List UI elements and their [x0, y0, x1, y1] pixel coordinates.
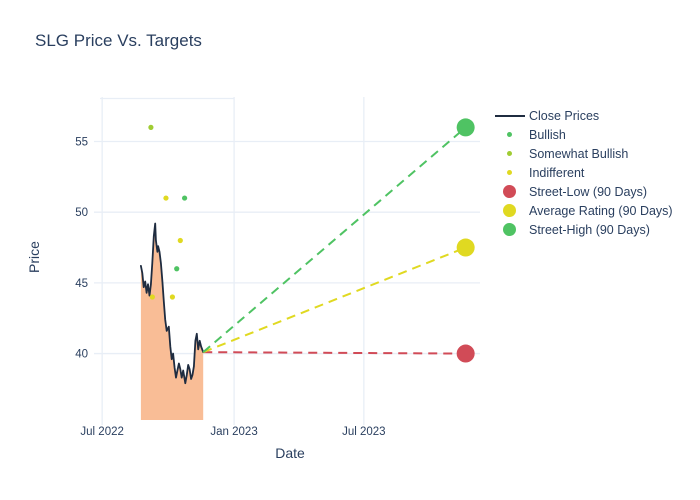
- y-tick-label: 40: [75, 349, 88, 361]
- legend-item-indifferent[interactable]: Indifferent: [493, 163, 673, 182]
- rating-dot-bullish[interactable]: [174, 266, 180, 272]
- close-price-fill: [140, 223, 204, 420]
- street-high-marker[interactable]: [456, 118, 475, 137]
- y-tick-label: 45: [75, 278, 88, 290]
- dot-swatch-icon: [493, 132, 526, 137]
- dot-swatch-icon: [493, 204, 526, 217]
- dot-swatch-icon: [493, 185, 526, 198]
- legend-label: Somewhat Bullish: [529, 146, 629, 161]
- dot-swatch-icon: [493, 151, 526, 156]
- x-tick-label: Jul 2022: [80, 426, 123, 438]
- y-tick-label: 55: [75, 137, 88, 149]
- street-low-marker[interactable]: [456, 344, 475, 363]
- y-axis-title: Price: [26, 241, 42, 273]
- close-price-line[interactable]: [139, 222, 205, 385]
- legend-item-close-prices[interactable]: Close Prices: [493, 106, 673, 125]
- rating-dot-indifferent[interactable]: [169, 294, 176, 300]
- legend-item-street-high-90-days[interactable]: Street-High (90 Days): [493, 220, 673, 239]
- legend-item-somewhat-bullish[interactable]: Somewhat Bullish: [493, 144, 673, 163]
- legend-item-street-low-90-days[interactable]: Street-Low (90 Days): [493, 182, 673, 201]
- x-tick-label: Jul 2023: [342, 426, 385, 438]
- dot-swatch-icon: [493, 223, 526, 236]
- street-high-projection-line[interactable]: [202, 126, 467, 353]
- rating-dot-indifferent[interactable]: [163, 195, 169, 201]
- dot-swatch-icon: [493, 170, 526, 175]
- average-rating-projection-line[interactable]: [202, 246, 467, 354]
- legend-label: Street-High (90 Days): [529, 222, 650, 237]
- chart-title: SLG Price Vs. Targets: [35, 31, 202, 50]
- line-swatch-icon: [493, 114, 526, 117]
- legend-item-average-rating-90-days[interactable]: Average Rating (90 Days): [493, 201, 673, 220]
- legend-label: Indifferent: [529, 165, 585, 180]
- rating-dot-indifferent[interactable]: [149, 294, 155, 300]
- legend: Close Prices Bullish Somewhat Bullish Indif…: [493, 106, 673, 239]
- average-rating-marker[interactable]: [456, 238, 475, 257]
- rating-dot-bullish[interactable]: [182, 195, 188, 201]
- y-tick-label: 50: [75, 207, 88, 219]
- legend-item-bullish[interactable]: Bullish: [493, 125, 673, 144]
- legend-label: Average Rating (90 Days): [529, 203, 673, 218]
- legend-label: Bullish: [529, 127, 566, 142]
- rating-dot-somewhat-bullish[interactable]: [148, 124, 154, 130]
- legend-label: Street-Low (90 Days): [529, 184, 648, 199]
- legend-label: Close Prices: [529, 108, 600, 123]
- x-tick-label: Jan 2023: [210, 426, 257, 438]
- x-axis-title: Date: [275, 445, 305, 461]
- rating-dot-indifferent[interactable]: [177, 237, 183, 244]
- street-low-projection-line[interactable]: [203, 351, 466, 355]
